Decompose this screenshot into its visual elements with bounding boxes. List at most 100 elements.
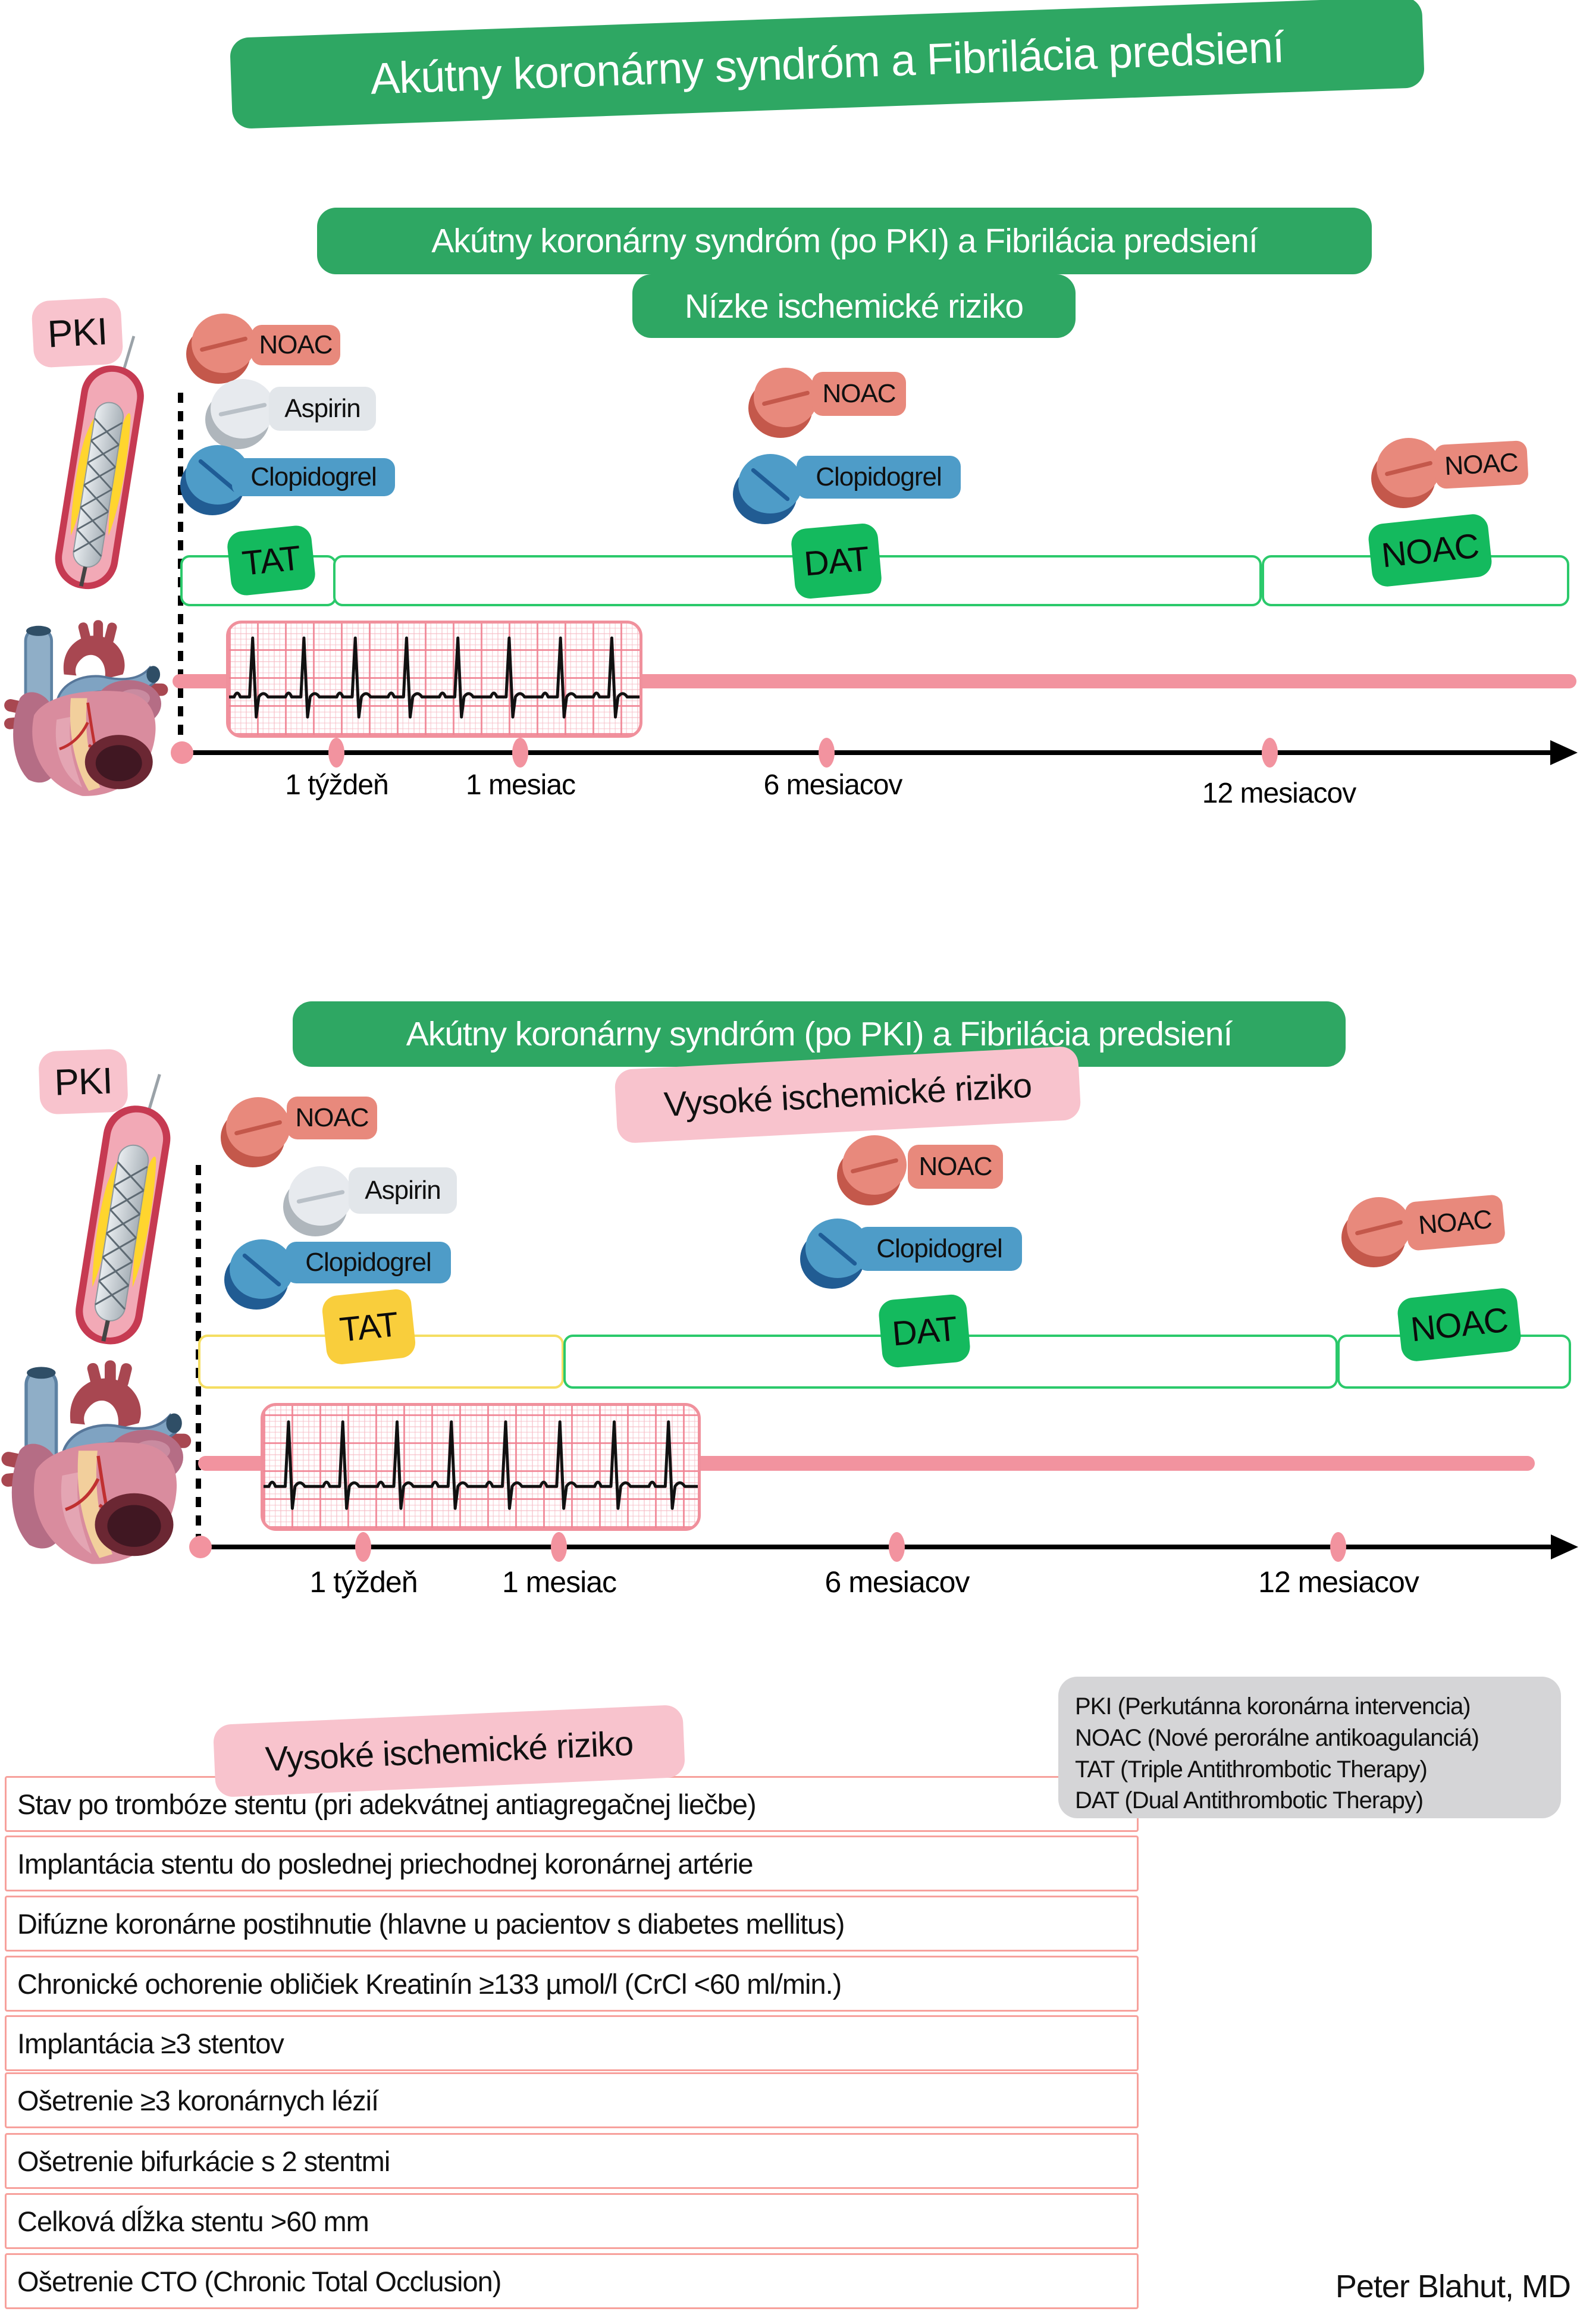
tat-text: TAT [337, 1304, 400, 1349]
risk-row: Ošetrenie CTO (Chronic Total Occlusion) [5, 2253, 1139, 2309]
noac-label-text: NOAC [295, 1103, 369, 1132]
aspirin-pill-icon [283, 1166, 353, 1236]
timeline-marker-1week [355, 1532, 371, 1562]
noac-label: NOAC [251, 325, 340, 365]
legend-line: NOAC (Nové perorálne antikoagulanciá) [1075, 1724, 1479, 1751]
diagram1-pki-label: PKI [31, 297, 124, 368]
clopidogrel-label: Clopidogrel [286, 1242, 451, 1283]
timeline-arrowhead-icon [1551, 1534, 1578, 1559]
heart-icon [1, 1360, 192, 1564]
timeline-label-1month: 1 mesiac [501, 1565, 617, 1599]
noac-pill-icon [748, 368, 818, 438]
diagram2-pki-label: PKI [38, 1048, 128, 1115]
author-credit: Peter Blahut, MD [1335, 2269, 1571, 2304]
tat-phase-tag: TAT [225, 524, 317, 597]
clopidogrel-label-text: Clopidogrel [250, 462, 377, 491]
diagram1-header-text: Akútny koronárny syndróm (po PKI) a Fibr… [431, 222, 1258, 260]
ecg-strip [226, 621, 642, 738]
timeline-arrowhead-icon [1550, 740, 1578, 765]
abbreviation-legend: PKI (Perkutánna koronárna intervencia) N… [1058, 1677, 1561, 1818]
diagram2-header-text: Akútny koronárny syndróm (po PKI) a Fibr… [406, 1015, 1233, 1053]
diagram1-header: Akútny koronárny syndróm (po PKI) a Fibr… [317, 208, 1372, 274]
noac-pill-icon [221, 1097, 290, 1167]
tat-text: TAT [240, 538, 303, 583]
noac-label-text: NOAC [1417, 1204, 1493, 1241]
noac-pill-icon [837, 1135, 907, 1205]
legend-line: TAT (Triple Antithrombotic Therapy) [1075, 1756, 1428, 1783]
aspirin-label: Aspirin [269, 387, 376, 431]
timeline-label-12months: 12 mesiacov [1202, 778, 1356, 809]
timeline-marker-1week [328, 738, 344, 768]
diagram1-risk-level-text: Nízke ischemické riziko [684, 287, 1024, 325]
timeline-marker-1month [551, 1532, 567, 1562]
aspirin-pill-icon [205, 379, 275, 449]
page-title: Akútny koronárny syndróm a Fibrilácia pr… [229, 0, 1425, 129]
diagram2-header: Akútny koronárny syndróm (po PKI) a Fibr… [293, 1001, 1346, 1067]
timeline-label-1week: 1 týždeň [309, 1565, 418, 1599]
noac-text: NOAC [1409, 1300, 1510, 1349]
heart-icon [4, 620, 168, 796]
noac-label: NOAC [1404, 1194, 1506, 1251]
timeline-marker-6months [819, 738, 835, 768]
timeline-axis [198, 1545, 1551, 1549]
diagram2-risk-level-text: Vysoké ischemické riziko [663, 1066, 1033, 1124]
clopidogrel-label: Clopidogrel [232, 458, 395, 496]
noac-label: NOAC [908, 1145, 1003, 1189]
pki-text: PKI [46, 309, 108, 356]
clopidogrel-pill-icon [733, 454, 802, 524]
timeline-marker-12months [1330, 1532, 1346, 1562]
clopidogrel-label: Clopidogrel [857, 1227, 1022, 1271]
noac-label-text: NOAC [918, 1152, 992, 1181]
risk-row: Implantácia ≥3 stentov [5, 2015, 1139, 2071]
page-title-text: Akútny koronárny syndróm a Fibrilácia pr… [369, 22, 1285, 104]
dat-phase-tag: DAT [790, 522, 883, 600]
timeline-marker-1month [512, 738, 528, 768]
clopidogrel-label: Clopidogrel [797, 456, 961, 499]
noac-phase-tag: NOAC [1367, 512, 1493, 588]
noac-pill-icon [186, 314, 256, 384]
noac-label: NOAC [1434, 440, 1529, 490]
noac-label: NOAC [812, 372, 906, 416]
timeline-label-12months: 12 mesiacov [1258, 1565, 1419, 1599]
noac-label-text: NOAC [259, 330, 333, 359]
aspirin-label: Aspirin [349, 1167, 457, 1214]
dat-text: DAT [802, 538, 870, 584]
dat-text: DAT [891, 1308, 958, 1354]
timeline-marker-12months [1262, 738, 1278, 768]
clopidogrel-label-text: Clopidogrel [305, 1248, 432, 1277]
timeline-label-6months: 6 mesiacov [763, 769, 903, 801]
noac-label: NOAC [287, 1097, 377, 1139]
timeline-axis [178, 750, 1550, 755]
legend-line: PKI (Perkutánna koronárna intervencia) [1075, 1693, 1471, 1719]
pki-text: PKI [54, 1060, 113, 1104]
risk-row: Ošetrenie ≥3 koronárnych lézií [5, 2072, 1139, 2128]
noac-phase-tag: NOAC [1396, 1286, 1523, 1363]
risk-row: Difúzne koronárne postihnutie (hlavne u … [5, 1896, 1139, 1952]
timeline-label-1week: 1 týždeň [285, 769, 388, 801]
timeline-marker-6months [889, 1532, 905, 1562]
noac-pill-icon [1371, 438, 1441, 508]
risk-row: Celková dĺžka stentu >60 mm [5, 2193, 1139, 2249]
aspirin-label-text: Aspirin [284, 394, 360, 423]
dat-phase-tag: DAT [877, 1293, 971, 1369]
timeline-marker-start [171, 741, 193, 764]
noac-pill-icon [1341, 1197, 1411, 1267]
clopidogrel-pill-icon [224, 1239, 294, 1310]
legend-line: DAT (Dual Antithrombotic Therapy) [1075, 1787, 1424, 1814]
timeline-label-1month: 1 mesiac [465, 769, 576, 801]
noac-label-text: NOAC [1444, 447, 1519, 481]
diagram1-risk-level: Nízke ischemické riziko [632, 274, 1076, 338]
high-risk-title-text: Vysoké ischemické riziko [264, 1724, 634, 1778]
stent-artery-icon [76, 1073, 171, 1345]
risk-row: Stav po trombóze stentu (pri adekvátnej … [5, 1776, 1139, 1832]
stent-artery-icon [55, 336, 144, 590]
clopidogrel-label-text: Clopidogrel [816, 462, 942, 491]
aspirin-label-text: Aspirin [365, 1176, 441, 1205]
timeline-label-6months: 6 mesiacov [825, 1565, 970, 1599]
risk-row: Ošetrenie bifurkácie s 2 stentmi [5, 2133, 1139, 2189]
risk-row: Chronické ochorenie obličiek Kreatinín ≥… [5, 1956, 1139, 2012]
clopidogrel-label-text: Clopidogrel [876, 1234, 1003, 1263]
ecg-strip [261, 1403, 701, 1531]
noac-text: NOAC [1380, 526, 1481, 575]
